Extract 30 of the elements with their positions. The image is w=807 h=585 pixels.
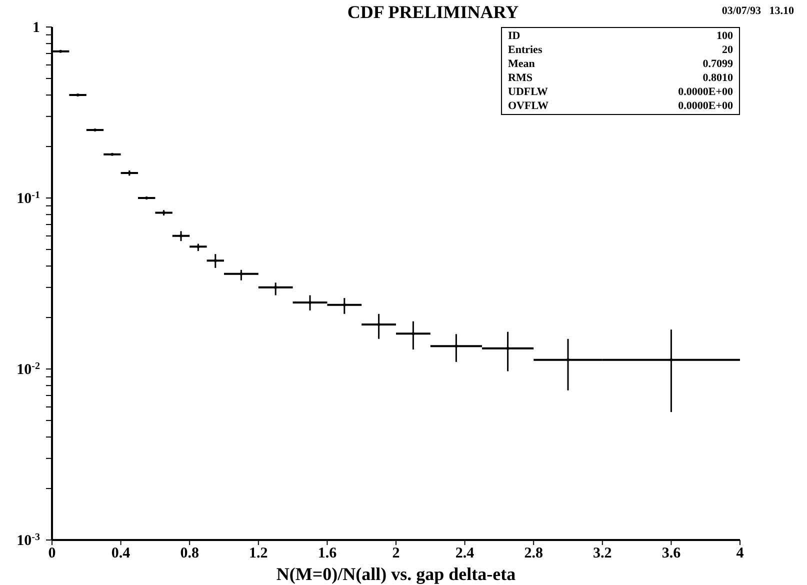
annotation: UDFLW bbox=[508, 85, 548, 99]
annotation: OVFLW bbox=[508, 99, 549, 113]
x-tick-label: 0 bbox=[48, 546, 56, 562]
x-tick-label: 2 bbox=[392, 546, 400, 562]
annotation: 0.0000E+00 bbox=[678, 85, 733, 99]
x-tick-label: 3.6 bbox=[662, 546, 682, 562]
annotation: 0.7099 bbox=[702, 57, 733, 71]
annotation: 20 bbox=[722, 43, 733, 57]
x-axis-title: N(M=0)/N(all) vs. gap delta-eta bbox=[275, 564, 517, 585]
x-tick-label: 3.2 bbox=[593, 546, 612, 562]
annotation: Entries bbox=[508, 43, 542, 57]
x-tick-label: 2.4 bbox=[455, 546, 475, 562]
y-tick-label: 10$^{-3}$ bbox=[16, 532, 40, 549]
annotation: ID bbox=[508, 29, 520, 43]
x-tick-label: 4 bbox=[736, 546, 744, 562]
x-tick-label: 1.6 bbox=[318, 546, 338, 562]
x-tick-label: 1.2 bbox=[249, 546, 268, 562]
y-tick-label: 10$^{-1}$ bbox=[16, 190, 40, 207]
annotation: Mean bbox=[508, 57, 535, 71]
x-tick-label: 2.8 bbox=[524, 546, 543, 562]
text: 03/07/93 13.10 bbox=[722, 5, 794, 17]
annotation: 100 bbox=[716, 29, 733, 43]
y-tick-label: 10$^{-2}$ bbox=[16, 360, 40, 378]
chart-title: CDF PRELIMINARY bbox=[347, 2, 519, 22]
x-tick-label: 0.8 bbox=[180, 546, 199, 562]
y-tick-label: 1 bbox=[32, 20, 40, 36]
annotation: RMS bbox=[508, 71, 532, 85]
annotation: 0.8010 bbox=[702, 71, 733, 85]
x-tick-label: 0.4 bbox=[111, 546, 131, 562]
annotation: 0.0000E+00 bbox=[678, 99, 733, 113]
